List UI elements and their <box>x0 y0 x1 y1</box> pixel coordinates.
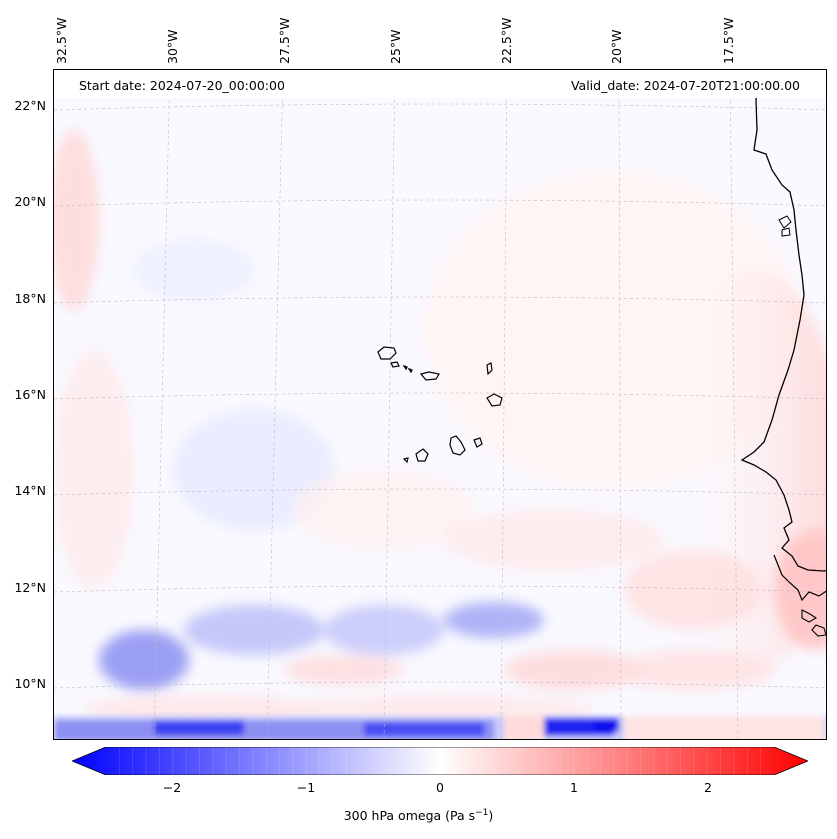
bijagos-islands <box>801 609 826 637</box>
omega-bottom-band <box>54 716 826 739</box>
coastal-islands <box>778 215 792 237</box>
lon-label-17.5w: 17.5°W <box>721 17 736 64</box>
lat-label-18n: 18°N <box>14 291 46 306</box>
lon-label-32.5w: 32.5°W <box>54 17 69 64</box>
colorbar-label-exponent: −1 <box>475 808 489 818</box>
lon-label-25w: 25°W <box>388 29 403 64</box>
colorbar-tick-label: −1 <box>296 780 316 795</box>
omega-anomalies <box>54 130 826 725</box>
africa-coastline-south <box>773 554 826 602</box>
colorbar-tick-marks <box>118 747 762 775</box>
cape-verde-islands <box>377 346 503 464</box>
colorbar-body <box>72 747 808 775</box>
graticule <box>54 70 826 739</box>
lat-label-12n: 12°N <box>14 580 46 595</box>
info-band <box>54 70 826 98</box>
map-panel: Start date: 2024-07-20_00:00:00 Valid_da… <box>53 69 827 740</box>
lon-label-30w: 30°W <box>165 29 180 64</box>
colorbar-label-text: 300 hPa omega (Pa s <box>343 808 476 824</box>
omega-field-map <box>54 70 826 739</box>
start-date-label: Start date: 2024-07-20_00:00:00 <box>79 78 285 93</box>
lat-label-10n: 10°N <box>14 676 46 691</box>
lon-label-27.5w: 27.5°W <box>277 17 292 64</box>
lon-label-22.5w: 22.5°W <box>499 17 514 64</box>
colorbar-tick-label: 1 <box>570 780 578 795</box>
colorbar-tick-label: 2 <box>704 780 712 795</box>
colorbar-label-close: ) <box>488 808 494 824</box>
colorbar-tick-label: −2 <box>162 780 182 795</box>
lon-label-20w: 20°W <box>609 29 624 64</box>
colorbar <box>72 747 808 775</box>
africa-coastline <box>740 70 826 572</box>
colorbar-tick-label: 0 <box>436 780 444 795</box>
lat-label-16n: 16°N <box>14 387 46 402</box>
lat-label-20n: 20°N <box>14 194 46 209</box>
colorbar-label: 300 hPa omega (Pa s−1) <box>0 808 837 823</box>
lat-label-22n: 22°N <box>14 98 46 113</box>
valid-date-label: Valid_date: 2024-07-20T21:00:00.00 <box>570 78 800 93</box>
lat-label-14n: 14°N <box>14 483 46 498</box>
